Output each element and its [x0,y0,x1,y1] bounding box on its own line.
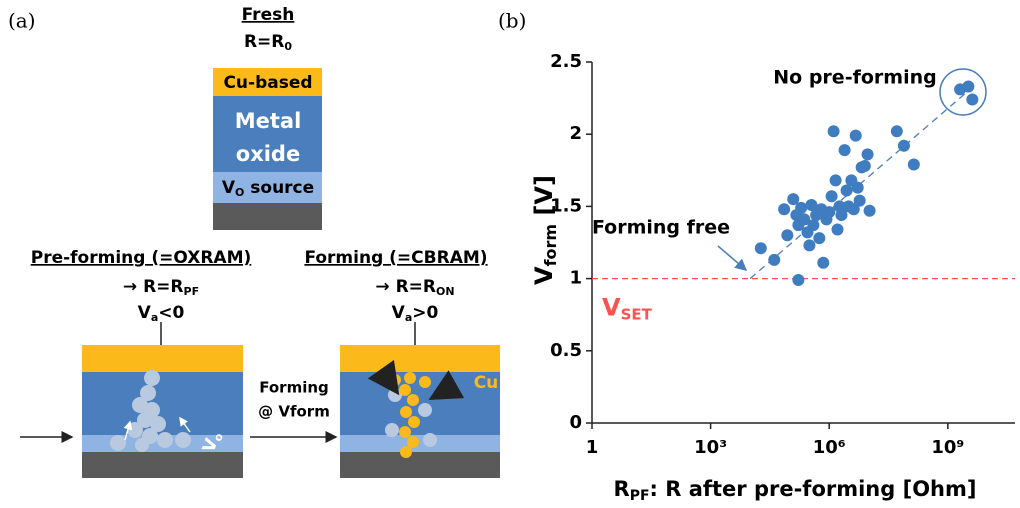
panel-label: (b) [498,9,526,33]
data-point [831,223,844,236]
data-point [835,209,848,222]
pre-forming-title: Pre-forming (=OXRAM) [31,248,252,268]
vacancy-label: Vo [199,428,226,455]
data-point [803,239,816,252]
data-point [962,80,975,93]
y-tick-label: 1 [569,268,582,289]
reference-label-text: V [602,294,621,322]
layer-label: Cu-based [223,73,312,93]
x-tick-label: 10⁶ [813,437,846,458]
data-point [829,174,842,187]
data-point [817,256,830,269]
layer-label: Metal [235,109,302,133]
layer-label: oxide [236,142,300,166]
x-tick-label: 10³ [694,437,727,458]
y-tick-label: 0 [569,412,582,433]
data-point [827,125,840,138]
reference-label: VSET [602,294,653,324]
data-point [890,125,903,138]
x-axis-label: RPF: R after pre-forming [Ohm] [614,477,977,504]
transition-label: Forming [259,379,329,397]
data-point [787,193,800,206]
data-point [805,198,818,211]
reference-label-sub: SET [621,305,653,323]
annotation: Forming free [592,217,730,239]
forming-bias: Va>0 [392,303,439,324]
data-point [781,229,794,242]
data-point [847,203,860,216]
forming-resistance: → R=RON [375,277,454,298]
y-tick-label: 2 [569,123,582,144]
pre-forming-bias: Va<0 [138,303,185,324]
y-axis-label: Vform [V] [530,175,560,285]
data-point [853,194,866,207]
y-tick-label: 0.5 [550,340,582,361]
data-point [840,184,853,197]
data-point [754,242,767,255]
data-point [858,159,871,172]
x-tick-label: 10⁹ [931,437,964,458]
data-point [966,93,979,106]
data-point [849,129,862,142]
data-point [807,219,820,232]
panel-label: (a) [8,9,36,33]
data-point [825,190,838,203]
fresh-title: Fresh [242,5,295,25]
data-point [813,232,826,245]
data-point [778,203,791,216]
data-point [863,204,876,217]
pre-forming-resistance: → R=RPF [123,277,199,298]
data-point [768,253,781,266]
data-point [838,144,851,157]
y-tick-label: 2.5 [550,51,582,72]
forming-title: Forming (=CBRAM) [304,248,487,268]
data-point [795,201,808,214]
data-point [861,148,874,161]
data-point [851,181,864,194]
panel-b: (b) Vform [V] RPF: R after pre-forming [… [498,9,1015,504]
layer-label: VO source [222,178,314,199]
data-point [823,206,836,219]
cu-label: Cu [474,373,499,393]
data-point [792,274,805,287]
panel-a: (a) Fresh R=R0 Cu-based Metal oxide VO s… [8,5,500,478]
data-point [798,213,811,226]
x-tick-label: 1 [586,437,599,458]
data-point [897,139,910,152]
data-point [907,158,920,171]
fresh-resistance: R=R0 [244,32,292,53]
annotation: No pre-forming [773,67,936,89]
y-tick-label: 1.5 [550,195,582,216]
transition-label: @ Vform [258,403,330,421]
